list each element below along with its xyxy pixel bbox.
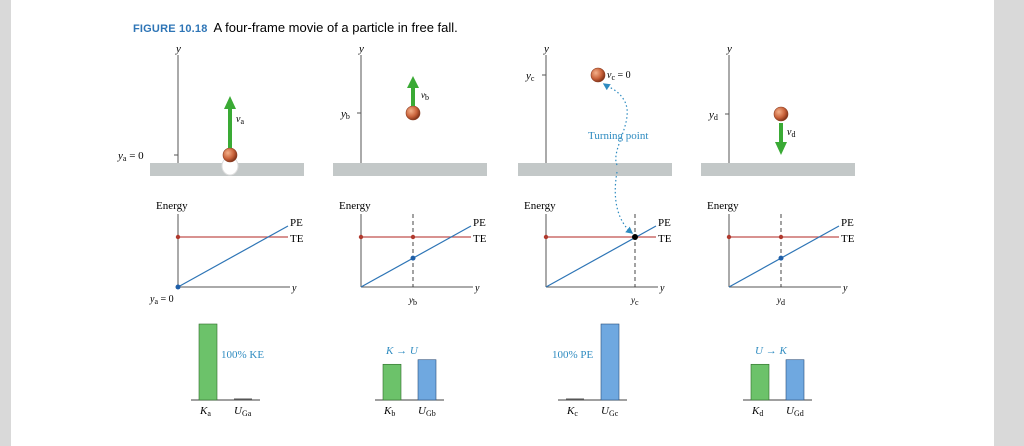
pe-line-label: PE [290, 217, 303, 229]
te-start-dot [358, 234, 364, 240]
pe-state-dot [778, 255, 784, 261]
te-state-dot [778, 234, 784, 240]
kinetic-energy-bar [382, 363, 402, 401]
pe-line [545, 225, 657, 288]
motion-y-axis-label: y [358, 43, 364, 55]
te-start-dot [175, 234, 181, 240]
ground-strip [333, 163, 487, 176]
potential-energy-bar [600, 323, 620, 401]
energy-y-tick-label: yd [776, 295, 785, 307]
energy-annotation: 100% KE [221, 349, 264, 361]
velocity-label: vc = 0 [607, 70, 631, 82]
energy-axis-label: Energy [524, 200, 556, 212]
velocity-arrow-shaft [228, 107, 232, 148]
pe-state-dot [175, 284, 181, 290]
velocity-arrow-head [775, 142, 787, 155]
energy-x-axis-label: y [842, 283, 848, 294]
pe-line [360, 225, 472, 288]
motion-y-axis-label: y [175, 43, 181, 55]
energy-x-axis-label: y [291, 283, 297, 294]
turning-state-dot [632, 234, 638, 240]
potential-bar-label: UGb [418, 405, 436, 418]
turning-point-energy-arrow [614, 171, 634, 234]
te-start-dot [726, 234, 732, 240]
pe-line-label: PE [473, 217, 486, 229]
turning-point-arrow [602, 83, 628, 166]
particle [405, 105, 421, 121]
frame-3: y yc vc = 0 Turning point Energy y PE TE yc Kc UGc… [518, 43, 672, 418]
velocity-arrow-head [224, 96, 236, 109]
potential-bar-label: UGa [234, 405, 252, 418]
frame-1: y ya = 0 va Energy y PE TE ya = 0 Ka UGa 100% KE [117, 43, 304, 418]
frame-2: y yb vb Energy y PE TE yb Kb UGb K → U [333, 43, 487, 418]
kinetic-bar-label: Ka [199, 405, 211, 418]
right-margin-strip [994, 0, 1024, 446]
potential-energy-bar [234, 398, 252, 400]
velocity-label: va [236, 114, 244, 126]
te-line-label: TE [473, 233, 487, 245]
energy-x-axis-label: y [474, 283, 480, 294]
pe-line-label: PE [658, 217, 671, 229]
figure-caption: FIGURE 10.18 A four-frame movie of a part… [133, 20, 458, 35]
particle [773, 106, 789, 122]
kinetic-energy-bar [566, 398, 584, 400]
te-line-label: TE [841, 233, 855, 245]
energy-x-axis-label: y [659, 283, 665, 294]
velocity-label: vd [787, 127, 795, 139]
left-margin-strip [0, 0, 11, 446]
motion-y-axis-label: y [543, 43, 549, 55]
potential-energy-bar [417, 359, 437, 401]
figure-caption-text: A four-frame movie of a particle in free… [213, 20, 458, 35]
kinetic-energy-bar [198, 323, 218, 401]
energy-y-tick-label: yb [408, 295, 417, 307]
velocity-label: vb [421, 90, 429, 102]
te-state-dot [410, 234, 416, 240]
particle [222, 147, 238, 163]
turning-point-label: Turning point [588, 130, 648, 142]
te-line-label: TE [290, 233, 304, 245]
te-line-label: TE [658, 233, 672, 245]
velocity-arrow-shaft [411, 86, 415, 106]
energy-y-tick-label: ya = 0 [149, 294, 174, 306]
potential-bar-label: UGd [786, 405, 804, 418]
potential-energy-bar [785, 359, 805, 401]
kinetic-energy-bar [750, 363, 770, 401]
energy-y-tick-label: yc [630, 295, 639, 307]
energy-annotation: 100% PE [552, 349, 594, 361]
pe-line [177, 225, 289, 288]
energy-axis-label: Energy [339, 200, 371, 212]
particle [590, 67, 606, 83]
kinetic-bar-label: Kd [751, 405, 763, 418]
energy-annotation: U → K [755, 345, 787, 357]
figure-label: FIGURE 10.18 [133, 23, 208, 35]
position-label: yc [525, 70, 535, 83]
energy-axis-label: Energy [707, 200, 739, 212]
position-label: yb [340, 108, 350, 121]
pe-line-label: PE [841, 217, 854, 229]
motion-y-axis-label: y [726, 43, 732, 55]
potential-bar-label: UGc [601, 405, 619, 418]
position-label: yd [708, 109, 718, 122]
frame-4: y yd vd Energy y PE TE yd Kd UGd U → K [701, 43, 855, 418]
position-label: ya = 0 [117, 150, 144, 163]
pe-state-dot [410, 255, 416, 261]
ground-strip [518, 163, 672, 176]
ground-strip [701, 163, 855, 176]
velocity-arrow-head [407, 76, 419, 88]
energy-axis-label: Energy [156, 200, 188, 212]
te-start-dot [543, 234, 549, 240]
kinetic-bar-label: Kb [383, 405, 395, 418]
pe-line [728, 225, 840, 288]
energy-annotation: K → U [385, 345, 419, 357]
velocity-arrow-shaft [779, 123, 783, 145]
kinetic-bar-label: Kc [566, 405, 578, 418]
